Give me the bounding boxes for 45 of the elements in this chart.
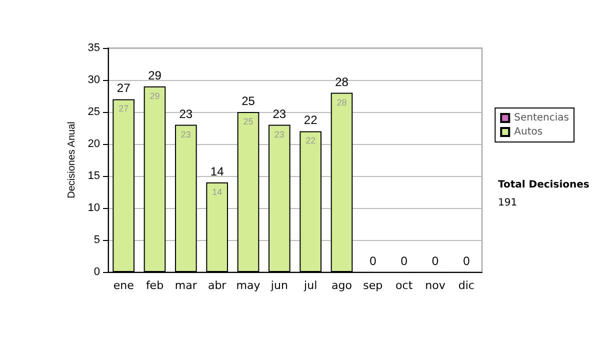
- total-label: 27: [116, 81, 131, 96]
- total-label: 0: [463, 254, 470, 268]
- data-label: 27: [118, 104, 129, 114]
- total-label: 14: [210, 164, 224, 178]
- y-tick-label: 20: [88, 138, 100, 150]
- total-label: 0: [432, 254, 439, 268]
- y-tick-label: 35: [88, 42, 100, 54]
- data-label: 28: [336, 97, 347, 108]
- y-axis-title: Decisiones Anual: [66, 122, 78, 198]
- legend-label: Autos: [514, 126, 543, 138]
- x-tick-label: jul: [303, 279, 318, 292]
- total-label: 25: [242, 94, 256, 108]
- x-tick-label: ago: [332, 279, 352, 292]
- total-label: 0: [370, 254, 377, 268]
- text: Total Decisiones: [498, 180, 590, 190]
- y-tick-label: 25: [88, 106, 100, 118]
- x-tick-label: feb: [146, 279, 164, 292]
- y-tick-label: 30: [88, 74, 100, 86]
- x-tick-label: nov: [425, 279, 446, 292]
- data-label: 23: [274, 129, 284, 140]
- data-label: 14: [212, 186, 222, 197]
- x-tick-label: ene: [113, 279, 134, 292]
- total-label: 0: [400, 254, 408, 268]
- x-tick-label: dic: [458, 279, 474, 292]
- x-tick-label: may: [236, 279, 261, 292]
- total-label: 28: [335, 74, 349, 89]
- y-tick-label: 0: [94, 266, 100, 278]
- data-label: 29: [150, 90, 160, 101]
- x-tick-label: jun: [270, 279, 288, 292]
- data-label: 25: [243, 116, 254, 126]
- y-tick-label: 10: [88, 202, 100, 214]
- text: 191: [498, 198, 518, 208]
- total-label: 23: [179, 106, 193, 121]
- x-tick-label: oct: [396, 279, 414, 292]
- y-tick-label: 5: [94, 234, 100, 246]
- data-label: 22: [306, 136, 316, 146]
- x-tick-label: abr: [208, 279, 227, 292]
- total-label: 22: [304, 113, 318, 128]
- legend-label: Sentencias: [514, 112, 570, 124]
- x-tick-label: sep: [363, 279, 383, 292]
- data-label: 23: [180, 129, 191, 140]
- x-tick-label: mar: [174, 279, 198, 292]
- y-tick-label: 15: [88, 170, 100, 182]
- total-label: 29: [148, 68, 162, 82]
- total-label: 23: [272, 106, 286, 121]
